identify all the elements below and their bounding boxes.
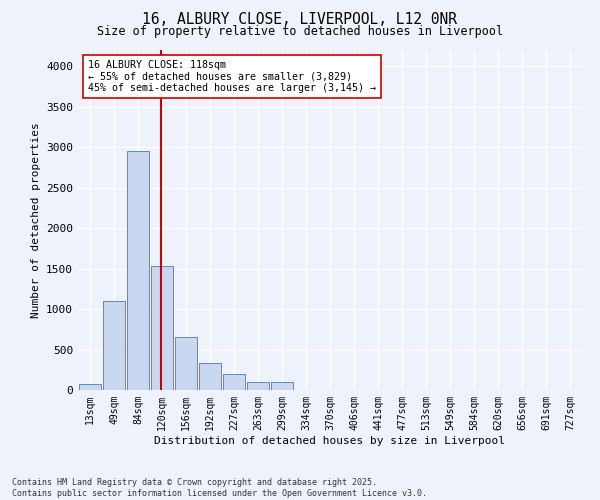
Bar — [199, 364, 221, 390]
Bar — [247, 382, 269, 390]
Text: 16, ALBURY CLOSE, LIVERPOOL, L12 0NR: 16, ALBURY CLOSE, LIVERPOOL, L12 0NR — [143, 12, 458, 28]
Text: Contains HM Land Registry data © Crown copyright and database right 2025.
Contai: Contains HM Land Registry data © Crown c… — [12, 478, 427, 498]
Bar — [151, 266, 173, 390]
Bar — [175, 338, 197, 390]
Bar — [271, 382, 293, 390]
Text: 16 ALBURY CLOSE: 118sqm
← 55% of detached houses are smaller (3,829)
45% of semi: 16 ALBURY CLOSE: 118sqm ← 55% of detache… — [88, 60, 376, 94]
Bar — [79, 384, 101, 390]
Bar — [127, 151, 149, 390]
Bar — [223, 374, 245, 390]
X-axis label: Distribution of detached houses by size in Liverpool: Distribution of detached houses by size … — [155, 436, 505, 446]
Bar — [103, 301, 125, 390]
Y-axis label: Number of detached properties: Number of detached properties — [31, 122, 41, 318]
Text: Size of property relative to detached houses in Liverpool: Size of property relative to detached ho… — [97, 25, 503, 38]
